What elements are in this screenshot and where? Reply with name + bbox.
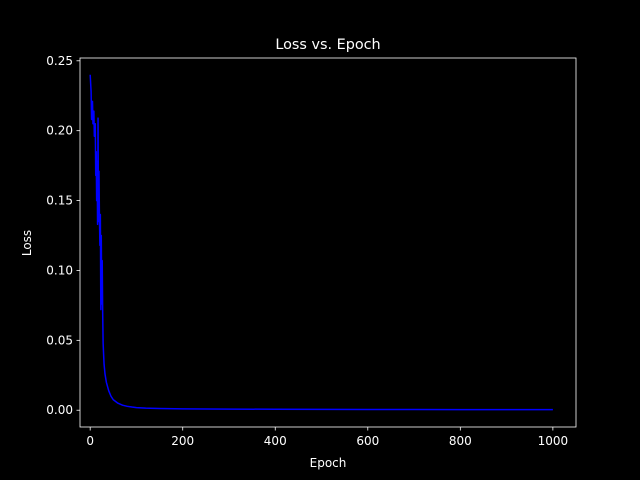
x-tick-label: 200	[171, 434, 194, 448]
y-tick-label: 0.25	[46, 54, 73, 68]
x-axis-ticks: 0 200 400 600 800 1000	[86, 427, 568, 448]
loss-series-line	[89, 74, 553, 411]
chart-title: Loss vs. Epoch	[275, 37, 380, 53]
plot-area	[89, 74, 553, 411]
x-tick-label: 400	[264, 434, 287, 448]
x-tick-label: 1000	[538, 434, 569, 448]
y-tick-label: 0.05	[46, 333, 73, 347]
x-axis-label: Epoch	[310, 456, 347, 470]
y-axis-ticks: 0.00 0.05 0.10 0.15 0.20 0.25	[46, 54, 80, 417]
y-axis-label: Loss	[20, 230, 34, 256]
y-tick-label: 0.20	[46, 124, 73, 138]
x-tick-label: 0	[86, 434, 94, 448]
x-tick-label: 800	[449, 434, 472, 448]
y-tick-label: 0.10	[46, 263, 73, 277]
y-tick-label: 0.15	[46, 194, 73, 208]
x-tick-label: 600	[356, 434, 379, 448]
axes-frame	[79, 57, 577, 428]
y-tick-label: 0.00	[46, 403, 73, 417]
